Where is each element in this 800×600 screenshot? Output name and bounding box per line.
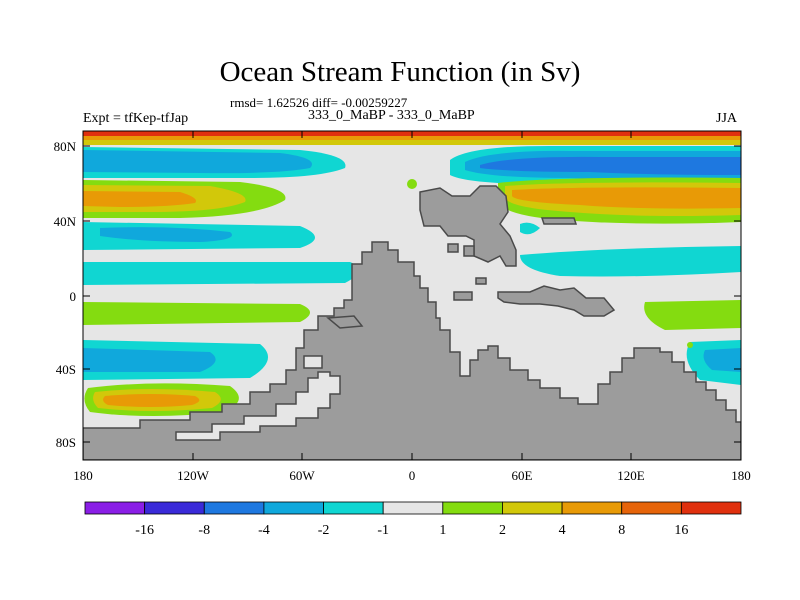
colorbar-label: -2	[318, 523, 330, 538]
subtitle-label: 333_0_MaBP - 333_0_MaBP	[308, 108, 475, 123]
north-east-orange	[512, 187, 741, 209]
equatorial-east-green	[644, 300, 741, 330]
north-eurasia-darkblue	[480, 156, 741, 175]
antarctic-continent	[83, 241, 741, 460]
colorbar-swatch	[203, 501, 265, 515]
colorbar-label: -8	[198, 523, 210, 538]
north-pacific-blue	[83, 150, 312, 174]
arctic-band-yellow	[83, 140, 741, 145]
small-green-cell	[687, 342, 693, 348]
season-label: JJA	[716, 111, 738, 126]
colorbar-swatch	[621, 501, 682, 515]
lon-label-120e: 120E	[617, 468, 645, 483]
island-west	[326, 315, 364, 329]
lon-label-120w: 120W	[177, 468, 210, 483]
colorbar-swatch	[442, 501, 503, 515]
lon-label-60w: 60W	[289, 468, 315, 483]
small-cyan-cell	[520, 222, 540, 235]
lat-ticks	[83, 145, 741, 443]
colorbar-label: -1	[377, 523, 389, 538]
colorbar-label: 4	[559, 523, 566, 538]
lat-label-80s: 80S	[56, 435, 76, 450]
colorbar-swatch	[680, 501, 742, 515]
colorbar-swatch	[561, 501, 623, 515]
southern-orange	[103, 394, 200, 407]
experiment-label: Expt = tfKep-tfJap	[83, 111, 189, 126]
equatorial-pacific-green	[83, 302, 310, 325]
continent-east	[497, 285, 616, 317]
mid-pacific-blue	[100, 227, 232, 242]
lon-label-180e: 180	[731, 468, 751, 483]
colorbar-label: 16	[674, 523, 688, 538]
lon-label-0: 0	[409, 468, 416, 483]
lon-label-180w: 180	[73, 468, 93, 483]
island-small	[453, 291, 473, 301]
colorbar-swatch	[382, 501, 444, 515]
colorbar-swatch	[502, 501, 563, 515]
subtropical-pacific-cyan	[83, 262, 359, 285]
island-small	[447, 243, 459, 253]
lat-label-40n: 40N	[54, 214, 77, 229]
colorbar-swatch	[263, 501, 324, 515]
inland-sea-south	[175, 371, 341, 441]
island-east	[540, 217, 578, 225]
lon-label-60e: 60E	[512, 468, 533, 483]
continent-north-east	[419, 185, 517, 267]
colorbar-swatch	[84, 501, 146, 515]
colorbar-label: 2	[499, 523, 506, 538]
colorbar	[84, 501, 742, 515]
south-east-blue	[703, 348, 741, 372]
land-masses	[83, 185, 741, 460]
colorbar-labels: -16 -8 -4 -2 -1 1 2 4 8 16	[135, 523, 688, 538]
colorbar-swatch	[323, 501, 384, 515]
lat-label-80n: 80N	[54, 139, 77, 154]
inland-sea-small	[303, 355, 323, 369]
colorbar-label: -4	[258, 523, 270, 538]
arctic-band-orange	[83, 136, 741, 141]
island-small	[463, 245, 475, 257]
colorbar-swatch	[144, 501, 205, 515]
colorbar-label: -16	[135, 523, 154, 538]
map-field	[83, 131, 741, 460]
mid-east-cyan	[520, 246, 741, 277]
inland-seas	[175, 355, 341, 441]
lon-ticks	[192, 131, 632, 460]
south-pacific-blue	[83, 348, 216, 372]
lat-label-40s: 40S	[56, 362, 76, 377]
colorbar-label: 1	[439, 523, 446, 538]
small-green-cell	[407, 179, 417, 189]
chart-title: Ocean Stream Function (in Sv)	[219, 56, 581, 88]
colorbar-label: 8	[618, 523, 625, 538]
north-pacific-orange	[83, 191, 196, 207]
stats-label: rmsd= 1.62526 diff= -0.00259227	[230, 95, 408, 110]
island-small	[475, 277, 487, 285]
lat-label-0: 0	[70, 289, 77, 304]
